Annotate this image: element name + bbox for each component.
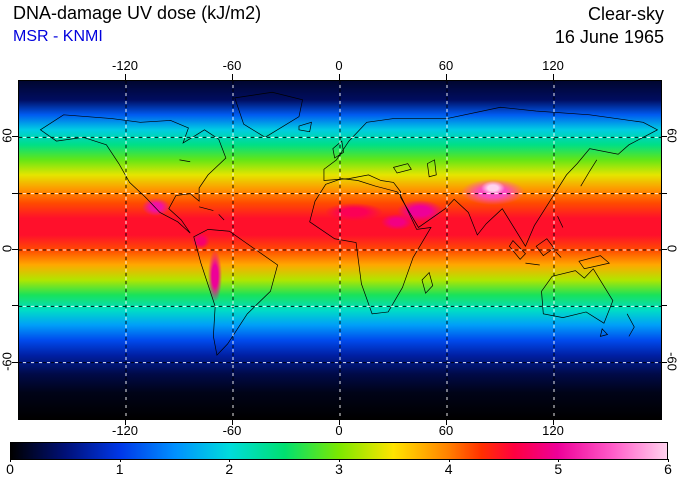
y-axis-tick-label: 60 [664,128,678,144]
figure-conditions: Clear-sky 16 June 1965 [555,3,664,49]
x-axis-tick-label: 120 [542,423,564,438]
y-axis-tick-mark [662,362,667,363]
x-axis-tick-mark [553,420,554,425]
x-axis-tick-mark [446,420,447,425]
coastline-java [525,263,539,265]
y-axis-tick-label: 60 [0,128,15,144]
colorbar-tick-mark [558,459,559,462]
coastline-tasmania [600,329,607,337]
colorbar-tick-label: 5 [554,461,563,477]
x-axis-tick-label: 0 [335,58,343,73]
x-axis-tick-mark [125,74,126,80]
coastlines [19,81,661,419]
y-axis-tick-label: 0 [0,244,15,253]
x-axis-tick-mark [339,74,340,80]
colorbar [10,442,668,460]
coastline-north-america [40,115,225,233]
y-axis-tick-mark [12,305,18,306]
x-axis-tick-mark [232,420,233,425]
colorbar-tick-mark [449,459,450,462]
y-axis-tick-mark [12,193,18,194]
coastline-japan [581,160,597,186]
colorbar-tick-mark [229,459,230,462]
x-axis-tick-label: -60 [222,58,242,73]
y-axis-tick-mark [662,193,667,194]
y-axis-tick-label: -60 [0,351,15,371]
y-axis-tick-label: -60 [664,351,678,371]
y-axis-tick-mark [12,249,18,250]
x-axis-tick-label: 60 [438,423,454,438]
coastline-eurasia [324,107,657,246]
colorbar-tick-label: 6 [664,461,672,477]
y-axis-tick-mark [12,362,18,363]
colorbar-tick-mark [668,459,669,462]
x-axis-tick-mark [446,74,447,80]
coastline-philippines [558,216,563,227]
colorbar-tick-mark [10,459,11,462]
x-axis-tick-mark [553,74,554,80]
x-axis-tick-label: 0 [335,423,343,438]
colorbar-tick-mark [120,459,121,462]
x-axis-tick-label: -120 [111,58,139,73]
coastline-caspian-sea [427,160,436,177]
figure-title: DNA-damage UV dose (kJ/m2) [13,3,262,23]
x-axis-tick-label: 60 [438,58,454,73]
x-axis-tick-label: 120 [542,58,564,73]
y-axis-tick-mark [12,136,18,137]
coastline-madagascar [422,273,433,294]
x-axis-tick-mark [339,420,340,425]
coastline-hispaniola [219,214,224,220]
x-axis-tick-mark [125,420,126,425]
world-uv-heatmap [18,80,662,420]
x-axis-tick-label: -120 [111,423,139,438]
y-axis-tick-mark [662,305,667,306]
coastline-new-guinea [579,256,609,269]
coastline-sumatra [509,241,525,260]
coastline-new-zealand [627,314,634,337]
coastline-greenland [235,92,303,137]
x-axis-tick-label: -60 [222,423,242,438]
coastline-iceland [299,122,311,131]
date-label: 16 June 1965 [554,27,664,47]
colorbar-tick-mark [339,459,340,462]
coastline-british-isles [333,141,344,158]
data-source-label: MSR - KNMI [13,28,103,45]
y-axis-tick-mark [662,136,667,137]
y-axis-tick-label: 0 [664,244,678,253]
coastline-sulawesi [556,252,561,258]
coastline-great-lakes [180,160,191,162]
coastline-australia [542,269,613,323]
coastline-black-sea [394,164,412,173]
colorbar-tick-label: 3 [335,461,343,477]
colorbar-tick-label: 4 [444,461,453,477]
colorbar-tick-label: 1 [115,461,124,477]
coastline-africa [310,179,431,314]
coastline-borneo [536,239,554,256]
latlon-grid [19,81,661,419]
coastline-cuba [199,207,213,211]
y-axis-tick-mark [662,249,667,250]
colorbar-tick-label: 0 [6,461,14,477]
x-axis-tick-mark [232,74,233,80]
colorbar-tick-label: 2 [225,461,234,477]
sky-condition-label: Clear-sky [587,4,664,24]
